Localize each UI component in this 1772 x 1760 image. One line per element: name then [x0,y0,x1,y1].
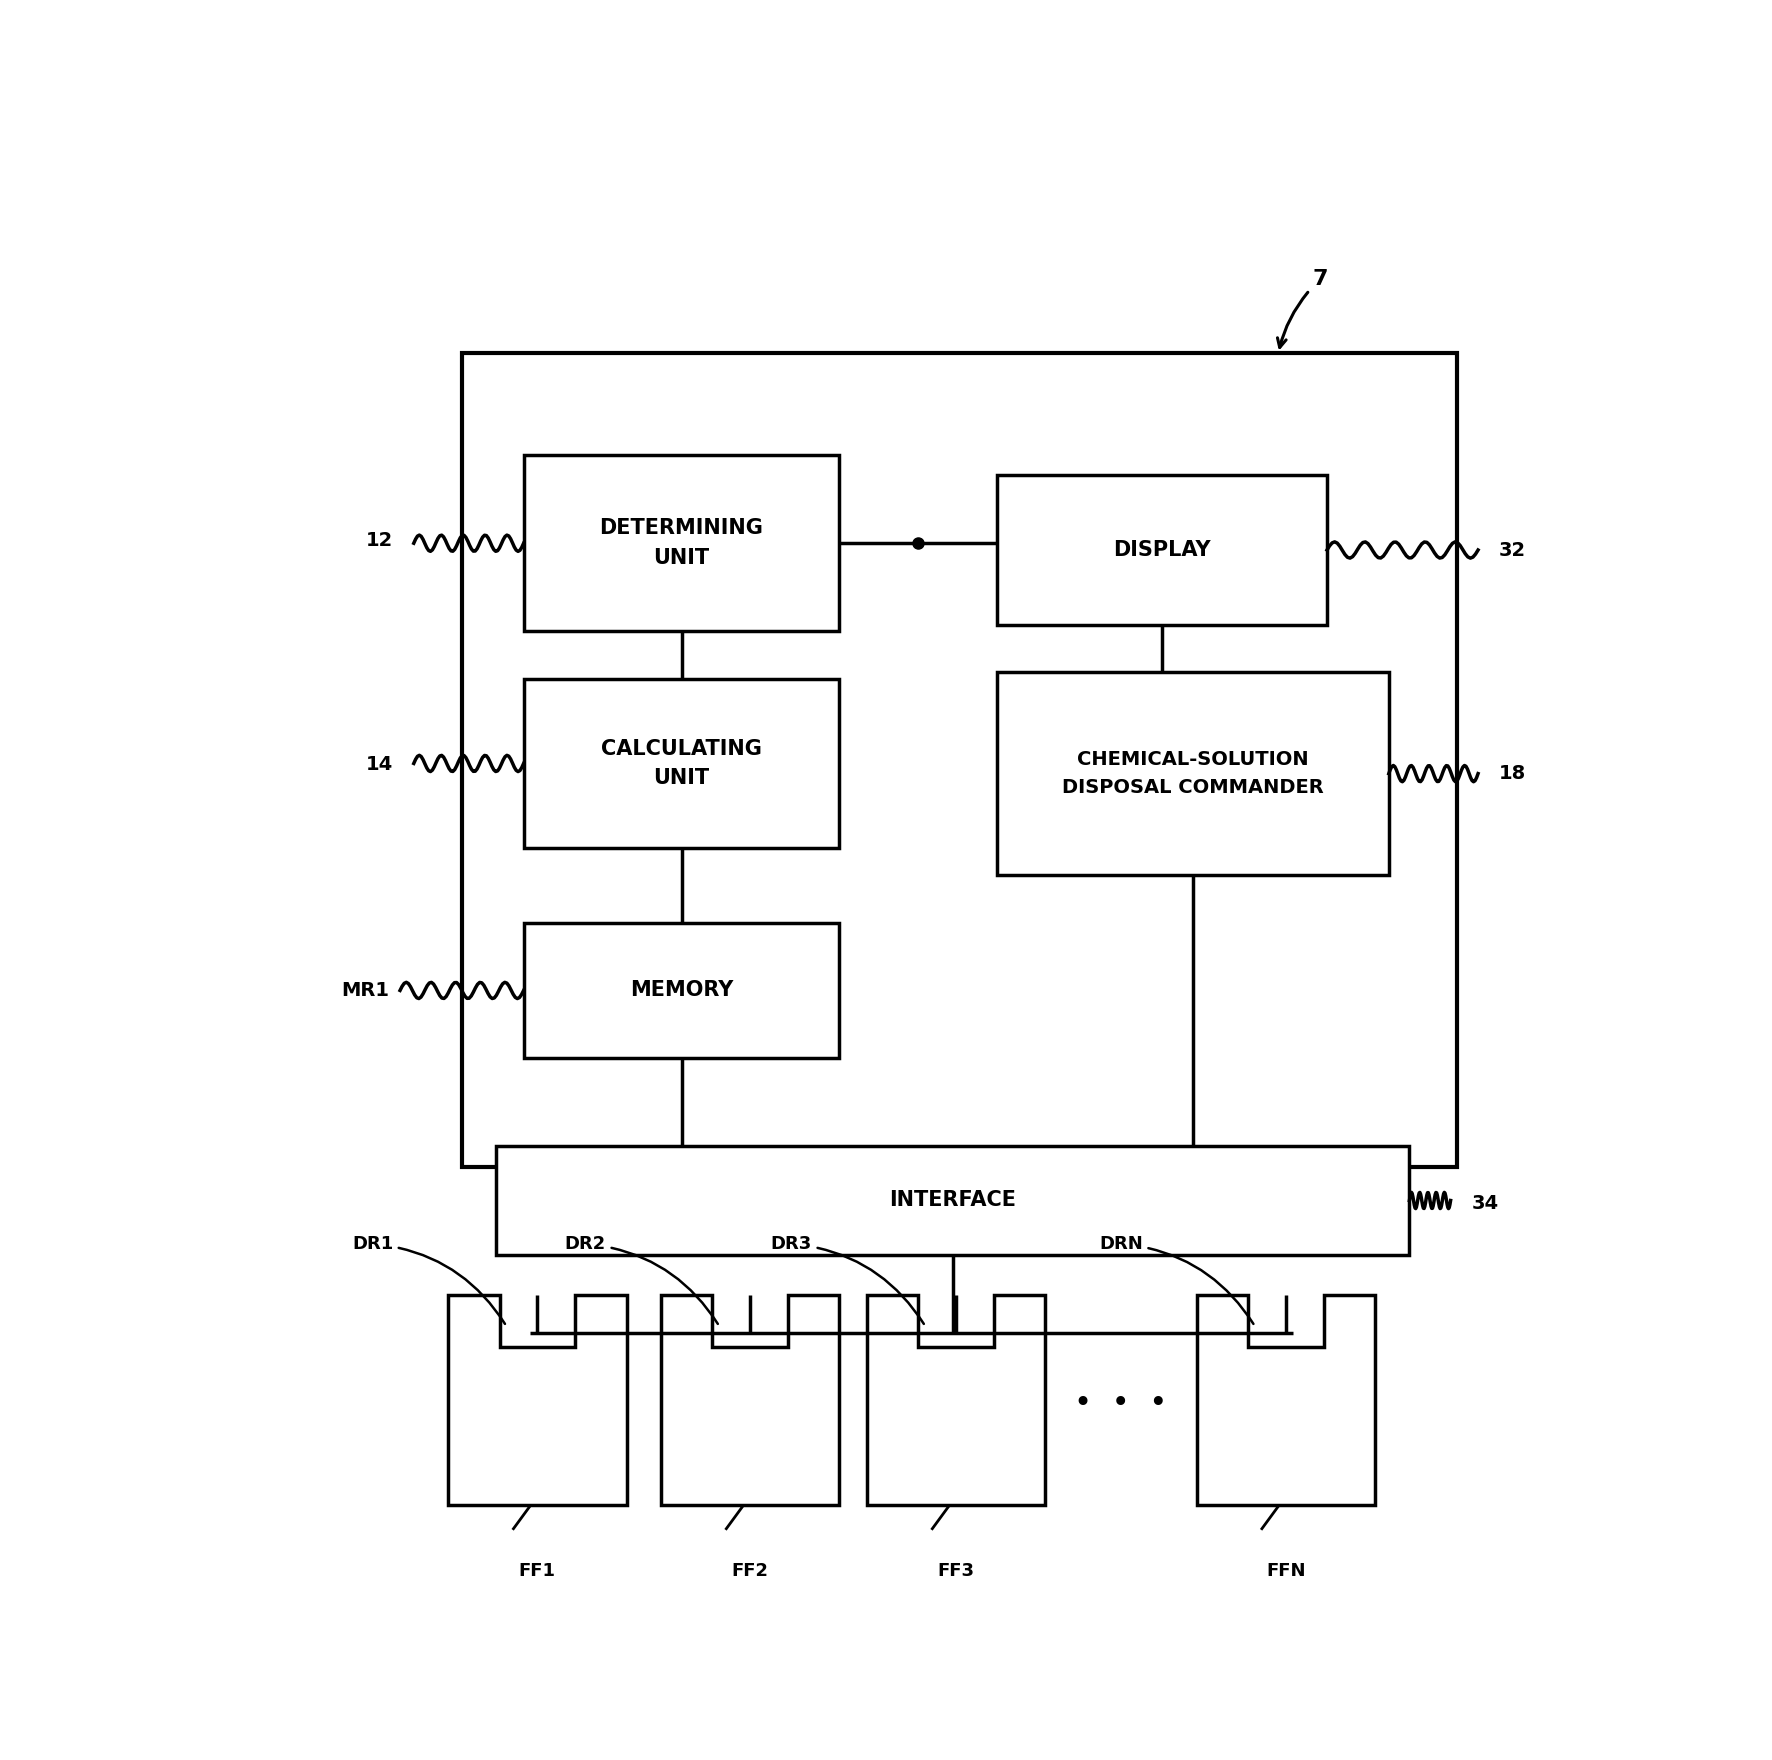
Text: 7: 7 [1278,269,1327,347]
Polygon shape [1196,1295,1375,1505]
Text: DETERMINING
UNIT: DETERMINING UNIT [599,519,764,568]
Text: MEMORY: MEMORY [629,980,734,1000]
Text: FFN: FFN [1265,1563,1306,1580]
Bar [998,672,1389,875]
Text: INTERFACE: INTERFACE [890,1190,1017,1211]
Bar [525,456,840,632]
Text: 18: 18 [1499,764,1526,783]
Bar [496,1146,1409,1255]
Text: 32: 32 [1499,540,1526,560]
Text: DISPLAY: DISPLAY [1113,540,1210,560]
Text: 14: 14 [365,755,393,774]
Text: DR2: DR2 [565,1236,718,1324]
Text: FF2: FF2 [732,1563,769,1580]
Text: •  •  •: • • • [1074,1389,1168,1419]
Text: 12: 12 [365,532,393,551]
Polygon shape [867,1295,1045,1505]
Text: 34: 34 [1471,1193,1499,1213]
Text: FF1: FF1 [519,1563,556,1580]
Bar [525,679,840,848]
Text: DR1: DR1 [353,1236,505,1324]
Text: DRN: DRN [1099,1236,1253,1324]
Text: MR1: MR1 [342,980,390,1000]
Text: CHEMICAL-SOLUTION
DISPOSAL COMMANDER: CHEMICAL-SOLUTION DISPOSAL COMMANDER [1061,750,1324,797]
Bar [462,354,1457,1167]
Text: DR3: DR3 [771,1236,923,1324]
Polygon shape [661,1295,840,1505]
Polygon shape [448,1295,627,1505]
Text: CALCULATING
UNIT: CALCULATING UNIT [601,739,762,788]
Bar [998,475,1327,625]
Text: FF3: FF3 [937,1563,975,1580]
Bar [525,922,840,1058]
